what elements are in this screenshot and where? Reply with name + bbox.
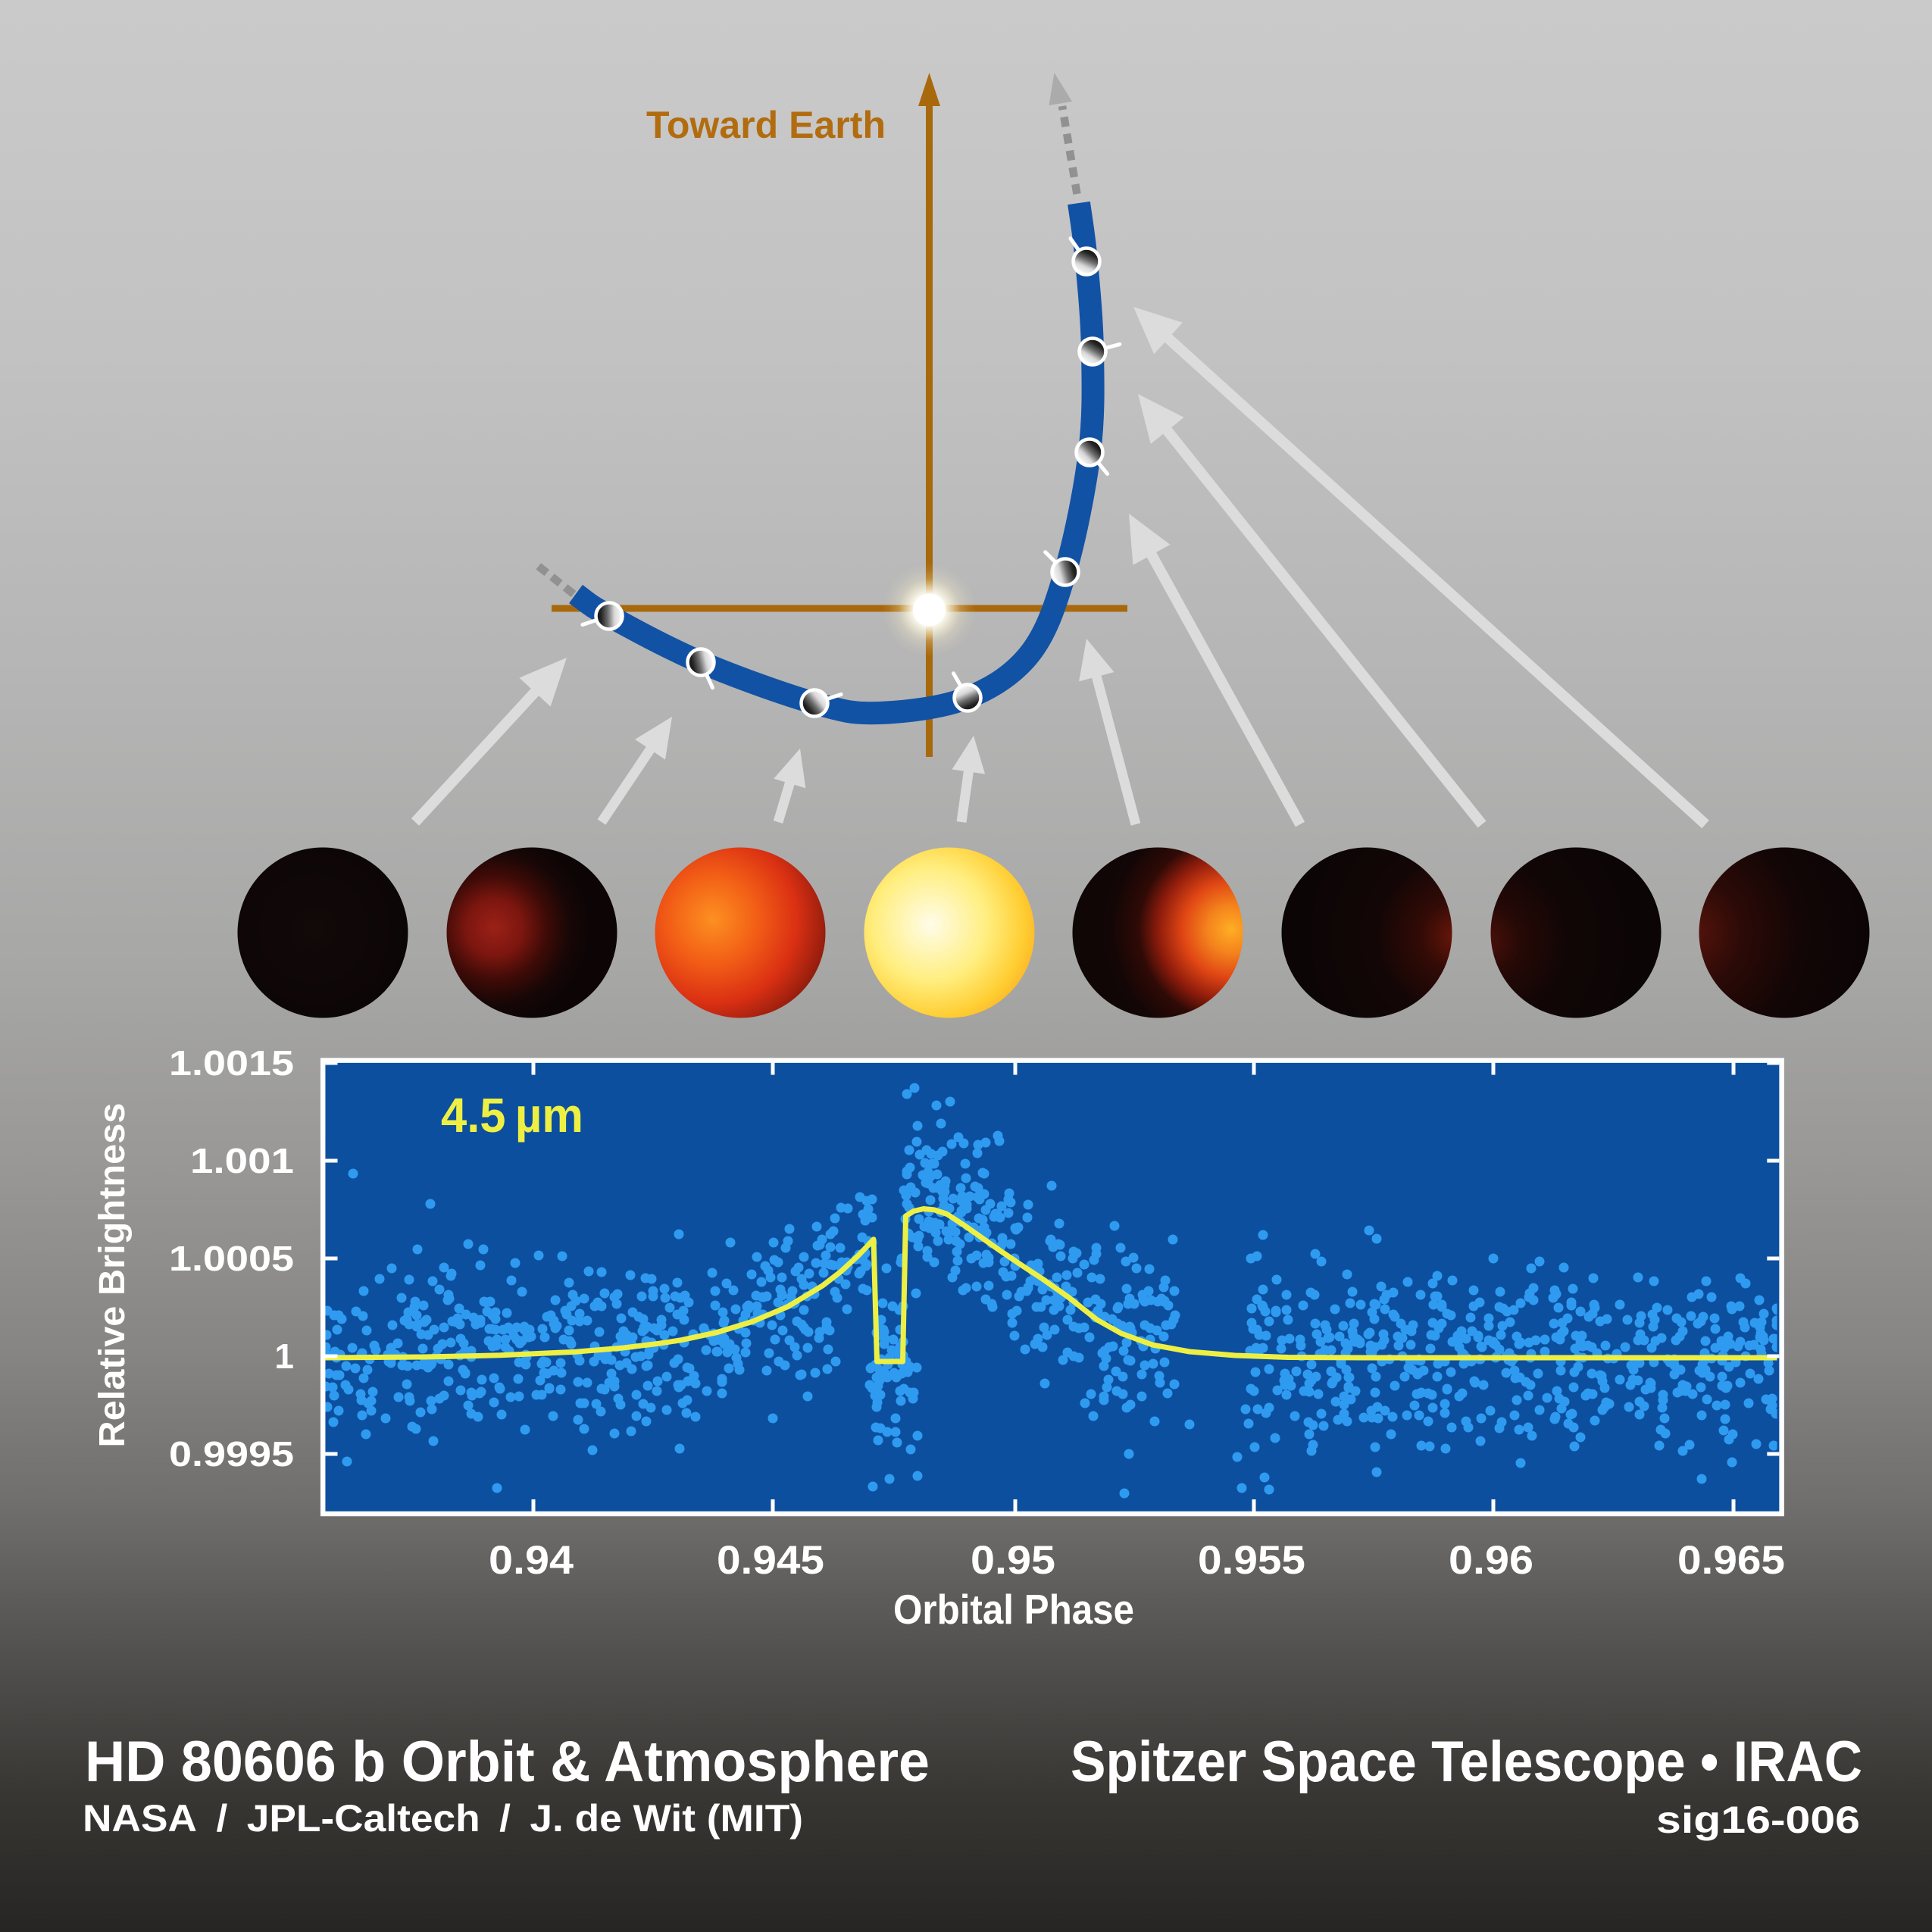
svg-text:1: 1: [274, 1336, 294, 1376]
svg-text:Spitzer Space Telescope • IRAC: Spitzer Space Telescope • IRAC: [1071, 1730, 1862, 1794]
svg-text:0.95: 0.95: [971, 1538, 1055, 1583]
svg-text:0.945: 0.945: [717, 1538, 824, 1583]
svg-text:1.001: 1.001: [190, 1141, 294, 1180]
svg-text:0.96: 0.96: [1449, 1538, 1533, 1583]
svg-text:Orbital Phase: Orbital Phase: [893, 1586, 1134, 1633]
svg-text:1.0015: 1.0015: [169, 1043, 294, 1083]
svg-text:HD 80606 b Orbit & Atmosphere: HD 80606 b Orbit & Atmosphere: [85, 1730, 930, 1794]
svg-text:NASA / JPL-Caltech / J. de: NASA / JPL-Caltech / J. de Wit (MIT): [83, 1797, 803, 1840]
svg-text:1.0005: 1.0005: [169, 1239, 294, 1278]
svg-text:Toward Earth: Toward Earth: [646, 104, 886, 146]
svg-text:0.9995: 0.9995: [169, 1434, 294, 1474]
svg-text:0.965: 0.965: [1677, 1538, 1785, 1583]
svg-text:sig16-006: sig16-006: [1656, 1799, 1860, 1841]
svg-text:0.955: 0.955: [1198, 1538, 1305, 1583]
svg-text:4.5 µm: 4.5 µm: [441, 1088, 583, 1143]
svg-text:Relative Brightness: Relative Brightness: [92, 1103, 133, 1448]
svg-text:0.94: 0.94: [489, 1538, 574, 1583]
